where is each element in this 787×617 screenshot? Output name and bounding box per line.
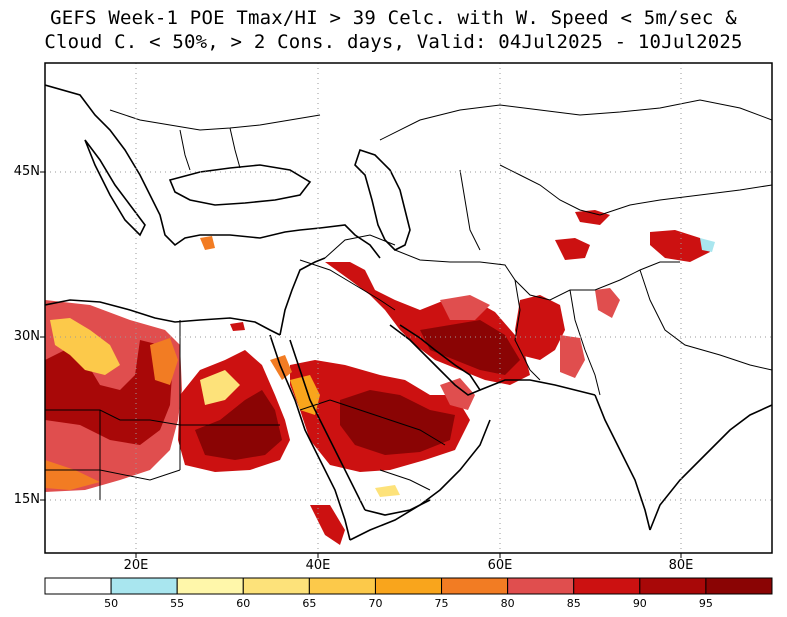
lat-label-15n: 15N bbox=[13, 492, 40, 507]
shade-iran-plateau bbox=[440, 295, 490, 320]
shade-xinjiang-edge bbox=[700, 238, 715, 252]
colorbar-label: 80 bbox=[500, 597, 515, 610]
shade-sahara-west-core bbox=[45, 340, 172, 445]
shade-sahara-west-edge bbox=[50, 318, 120, 375]
shade-egypt-sudan-edge bbox=[200, 370, 240, 405]
axis-ticks bbox=[40, 171, 682, 558]
shade-oman bbox=[440, 378, 475, 410]
shade-afghan-east bbox=[595, 288, 620, 318]
colorbar-swatch bbox=[374, 577, 443, 595]
colorbar bbox=[44, 577, 773, 595]
colorbar-label: 70 bbox=[368, 597, 383, 610]
lon-label-20e: 20E bbox=[123, 558, 149, 573]
probability-shading bbox=[45, 210, 715, 545]
lat-label-45n: 45N bbox=[13, 164, 40, 179]
shade-arabia-south bbox=[310, 505, 345, 545]
map-plot-area bbox=[45, 63, 772, 553]
shade-turkey-south bbox=[200, 236, 215, 250]
colorbar-swatch bbox=[573, 577, 641, 595]
colorbar-swatch bbox=[110, 577, 178, 595]
lon-label-80e: 80E bbox=[668, 558, 694, 573]
coastlines bbox=[45, 84, 772, 541]
colorbar-label: 50 bbox=[104, 597, 119, 610]
colorbar-label: 65 bbox=[302, 597, 317, 610]
colorbar-label: 55 bbox=[170, 597, 185, 610]
lon-label-60e: 60E bbox=[487, 558, 513, 573]
shade-yemen-coast bbox=[375, 485, 400, 497]
shade-cyprus-area bbox=[230, 322, 245, 331]
colorbar-swatch bbox=[44, 577, 112, 595]
country-borders bbox=[45, 99, 772, 500]
shade-xinjiang bbox=[650, 230, 710, 262]
shade-pakistan-south bbox=[560, 335, 585, 378]
colorbar-label: 95 bbox=[698, 597, 713, 610]
lon-label-40e: 40E bbox=[305, 558, 331, 573]
colorbar-swatch bbox=[176, 577, 244, 595]
graticule bbox=[45, 63, 772, 553]
colorbar-label: 90 bbox=[632, 597, 647, 610]
colorbar-swatch bbox=[308, 577, 376, 595]
colorbar-swatch bbox=[705, 577, 773, 595]
shade-sahara-west-edge2 bbox=[45, 460, 100, 490]
shade-libya-blob bbox=[150, 338, 178, 385]
shade-kyrgyz bbox=[575, 210, 610, 225]
shade-pakistan bbox=[515, 295, 565, 360]
lat-label-30n: 30N bbox=[13, 329, 40, 344]
colorbar-label: 60 bbox=[236, 597, 251, 610]
colorbar-swatch bbox=[441, 577, 509, 595]
colorbar-label: 75 bbox=[434, 597, 449, 610]
colorbar-swatch bbox=[507, 577, 575, 595]
shade-tajik bbox=[555, 238, 590, 260]
map-title-line-2: Cloud C. < 50%, > 2 Cons. days, Valid: 0… bbox=[44, 31, 743, 53]
shade-iran-core bbox=[420, 320, 520, 375]
map-title-line-1: GEFS Week-1 POE Tmax/HI > 39 Celc. with … bbox=[50, 7, 737, 29]
colorbar-label: 85 bbox=[566, 597, 581, 610]
colorbar-swatch bbox=[639, 577, 707, 595]
colorbar-swatch bbox=[242, 577, 310, 595]
map-frame bbox=[44, 62, 773, 554]
